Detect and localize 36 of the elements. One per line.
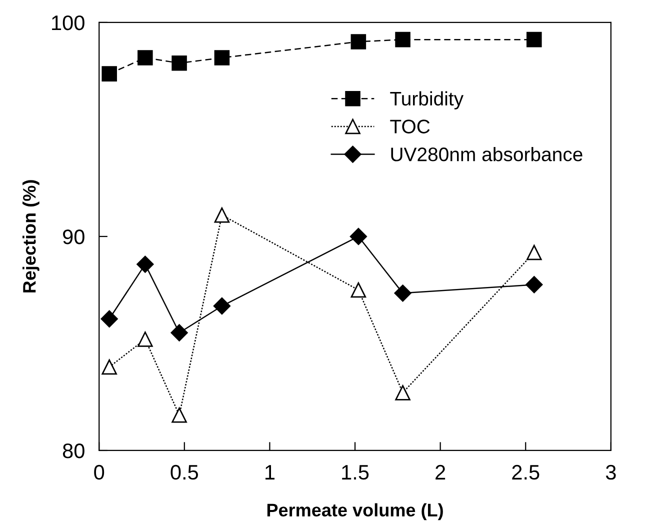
point — [136, 256, 154, 273]
point — [170, 324, 188, 342]
y-tick-label: 100 — [52, 15, 84, 30]
point — [395, 385, 410, 400]
x-tick-label: 0.5 — [170, 464, 198, 480]
point — [394, 284, 412, 302]
x-tick-label: 2.5 — [512, 464, 540, 480]
x-tick-label: 2 — [436, 464, 446, 480]
y-axis-title: Rejection (%) — [22, 180, 40, 292]
x-tick-label: 3 — [606, 464, 616, 480]
point — [172, 408, 187, 423]
point — [213, 297, 230, 315]
point — [100, 310, 118, 328]
point — [102, 359, 117, 375]
point — [102, 66, 117, 82]
point — [138, 332, 153, 347]
point — [214, 50, 230, 66]
point — [172, 55, 187, 71]
point — [526, 244, 542, 260]
x-tick-label: 1.5 — [342, 465, 369, 480]
point — [214, 207, 230, 223]
point — [350, 282, 366, 298]
legend-label: TOC — [390, 120, 430, 134]
point — [138, 50, 153, 66]
point — [350, 34, 366, 50]
point — [526, 276, 543, 294]
point — [395, 32, 410, 48]
legend-label: UV280nm absorbance — [391, 147, 582, 162]
y-tick-label: 90 — [63, 229, 84, 244]
point — [350, 228, 367, 246]
y-tick-label: 80 — [62, 443, 84, 458]
x-tick-label: 0 — [94, 464, 104, 480]
x-tick-label: 1 — [266, 465, 274, 480]
legend-label: Turbidity — [390, 91, 464, 110]
point — [526, 32, 542, 48]
x-axis-title: Permeate volume (L) — [267, 503, 443, 520]
